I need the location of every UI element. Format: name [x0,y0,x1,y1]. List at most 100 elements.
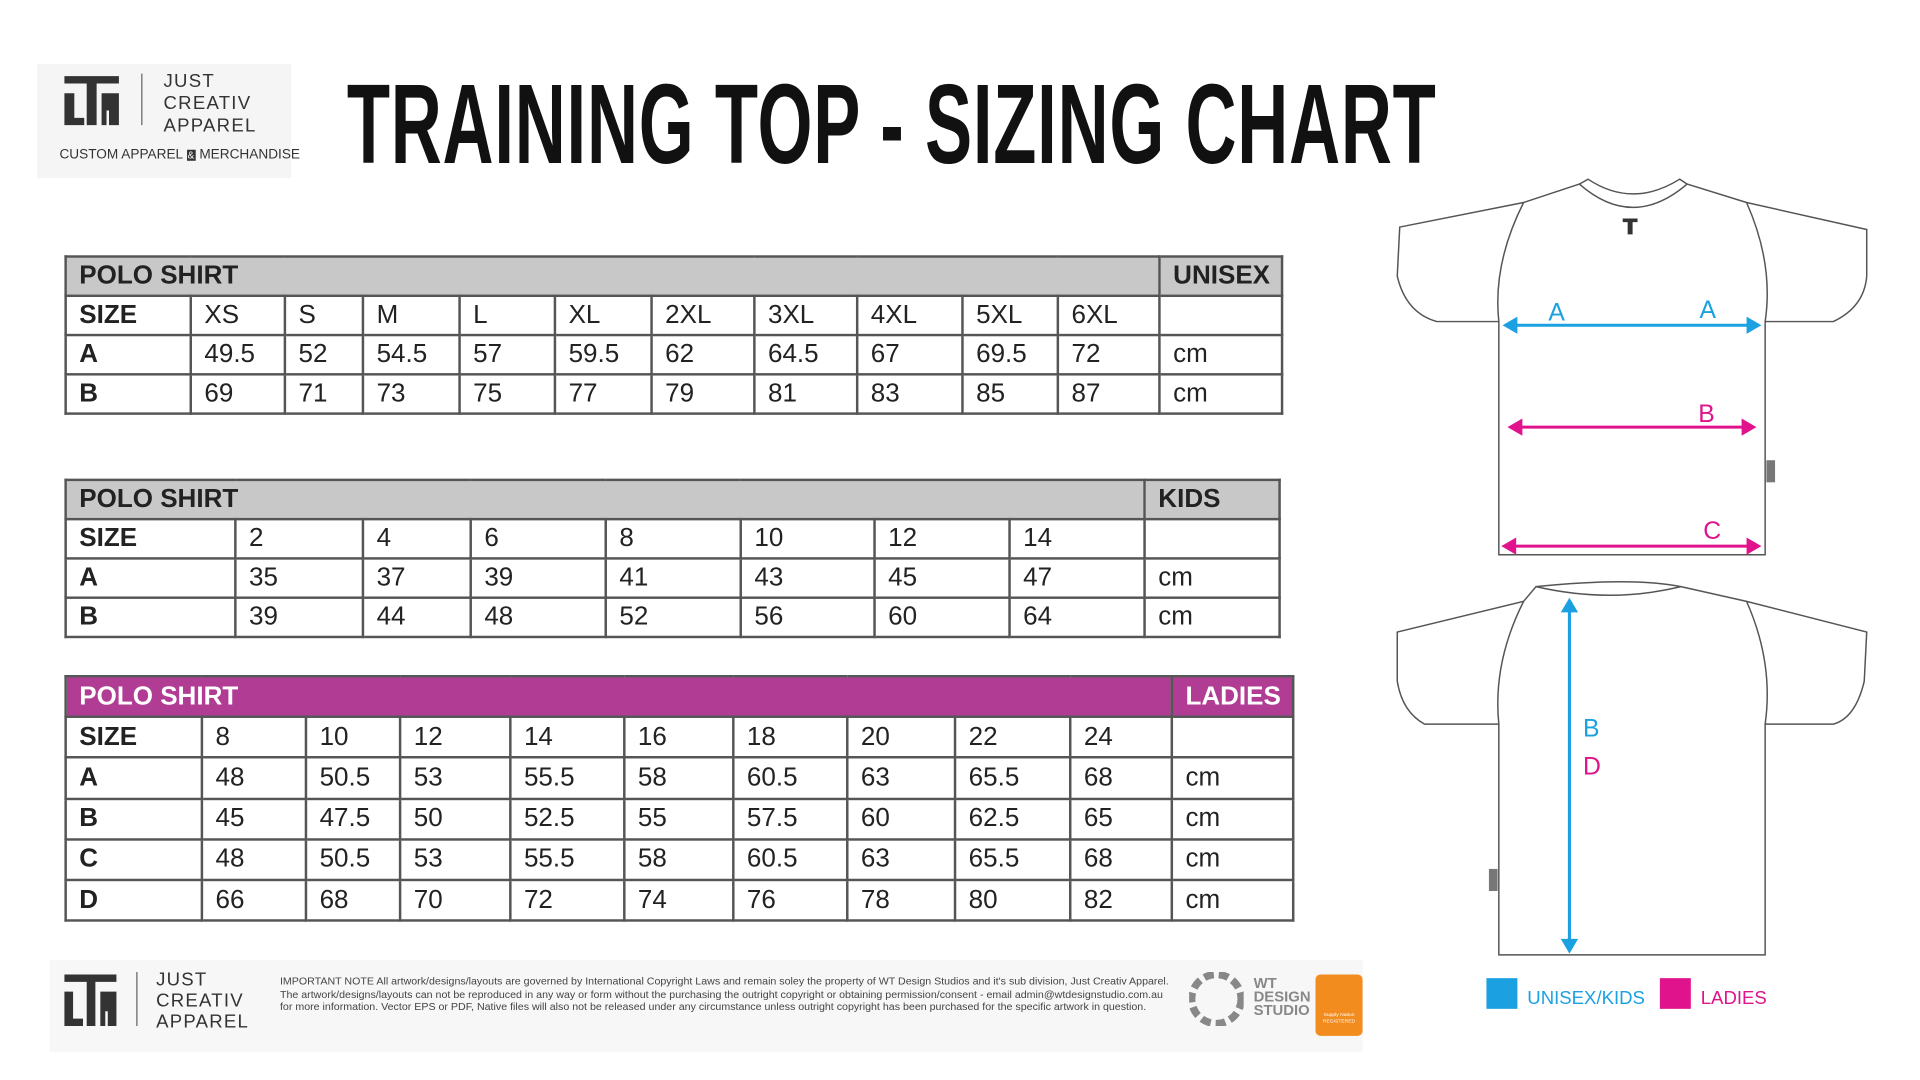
front-collar [1578,178,1689,209]
table-row: A 48 50.5 53 55.5 58 60.5 63 65.5 68 cm [64,756,1295,800]
table-cell: 18 [732,715,849,759]
row-label: D [64,878,204,922]
table-cell: 63 [846,756,957,800]
table-cell: 70 [398,878,512,922]
size-table: POLO SHIRT UNISEX SIZE XS S M L XL 2XL 3XL 4XL 5XL 6… [64,255,1284,415]
back-collar [1535,585,1682,596]
table-cell: 57.5 [732,797,849,841]
size-table: POLO SHIRT LADIES SIZE 8 10 12 14 16 18 20 22 24 A 48… [64,675,1295,922]
label-b: B [1583,715,1600,742]
badge: Supply Nation REGISTERED [1315,974,1363,1036]
table-cell: 76 [732,878,849,922]
table-cell: cm [1158,373,1284,415]
table-cell: 8 [200,715,308,759]
row-label: A [64,756,204,800]
tagline: CUSTOM APPAREL & MERCHANDISE [59,147,300,162]
table-cell: 52 [604,596,742,639]
table-cell: 35 [234,557,365,599]
table-cell: 81 [753,373,859,415]
tag [1488,868,1498,892]
table-cell: 37 [361,557,472,599]
table-cell: 12 [873,517,1011,560]
table-cell: 4XL [855,294,964,337]
table-cell: 87 [1056,373,1161,415]
tagline-text: CUSTOM APPAREL [59,147,183,163]
table-cell: 3XL [753,294,859,337]
table-cell: 64 [1008,596,1146,639]
table-row: SIZE XS S M L XL 2XL 3XL 4XL 5XL 6XL [64,294,1284,337]
table-cell: 64.5 [753,333,859,376]
table-cell: 60.5 [732,837,849,882]
table-cell: 66 [200,878,308,922]
table-row: B 69 71 73 75 77 79 81 83 85 87 cm [64,373,1284,415]
table-cell: 47 [1008,557,1146,599]
table-cell: 48 [469,596,607,639]
table-cell: 10 [304,715,402,759]
table-cell: cm [1170,797,1295,841]
divider [136,972,138,1027]
sleeve-seam [1497,202,1768,322]
table-cell: 62 [650,333,756,376]
table-cell: 60.5 [732,756,849,800]
chest-logo [1622,218,1638,235]
label-b: B [1698,401,1715,428]
table-cell: 22 [953,715,1072,759]
table-row: B 39 44 48 52 56 60 64 cm [64,596,1281,639]
table-cell: 54.5 [361,333,461,376]
table-cell: 63 [846,837,957,882]
table-cell: 58 [623,756,735,800]
logo-line: CREATIV [163,93,252,115]
logo-line: JUST [163,71,215,93]
row-label: B [64,797,204,841]
table-cell: 50.5 [304,837,402,882]
table-cell: 69 [189,373,287,415]
table-cell: 14 [509,715,626,759]
header-row: POLO SHIRT KIDS [64,478,1281,521]
table-cell: 67 [855,333,964,376]
table-cell: 82 [1068,878,1174,922]
table-cell: 58 [623,837,735,882]
table-cell: M [361,294,461,337]
table-cell: XS [189,294,287,337]
table-cell: 49.5 [189,333,287,376]
table-cell: S [283,294,365,337]
table-cell [1170,715,1295,759]
label-a: A [1548,299,1565,326]
legend-label: UNISEX/KIDS [1527,987,1645,1008]
table-cell: 4 [361,517,472,560]
table-cell: cm [1170,878,1295,922]
logo-line: APPAREL [163,115,257,137]
table-cell: 6 [469,517,607,560]
table-cell: 74 [623,878,735,922]
table-row: A 35 37 39 41 43 45 47 cm [64,557,1281,599]
table-cell [1158,294,1284,337]
tag [1766,460,1776,483]
table-cell: 55.5 [509,756,626,800]
table-cell: 55.5 [509,837,626,882]
table-cell: 56 [739,596,876,639]
table-cell: 48 [200,756,308,800]
table-cell: 72 [1056,333,1161,376]
header-row: POLO SHIRT UNISEX [64,255,1284,298]
logo-line: JUST [156,969,208,991]
table-cell: 12 [398,715,512,759]
table-header: POLO SHIRT [64,255,1161,298]
table-row: D 66 68 70 72 74 76 78 80 82 cm [64,878,1295,922]
table-cell: 47.5 [304,797,402,841]
table-cell: cm [1170,837,1295,882]
table-cell: 43 [739,557,876,599]
front-shirt [1396,183,1868,556]
table-cell: 83 [855,373,964,415]
table-cell: 2XL [650,294,756,337]
tagline-amp: & [186,149,196,161]
table-cell: 45 [873,557,1011,599]
table-group: KIDS [1143,478,1281,521]
table-header: POLO SHIRT [64,478,1146,521]
table-cell: 57 [458,333,557,376]
table-cell: XL [553,294,653,337]
badge-text: Supply Nation [1323,1011,1355,1018]
studio-icon [1189,972,1244,1027]
studio-line: STUDIO [1253,1001,1310,1019]
